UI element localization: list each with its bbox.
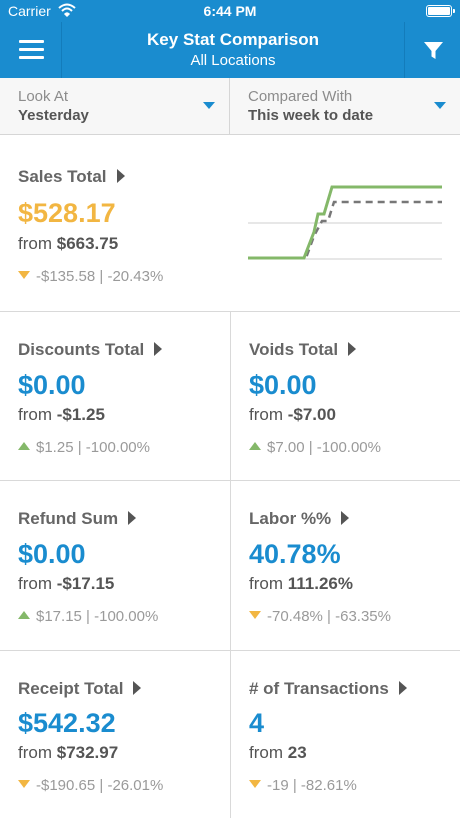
caret-right-icon: [154, 342, 163, 356]
carrier-label: Carrier: [8, 3, 51, 19]
down-arrow-icon: [18, 780, 30, 788]
sparkline-compare-line: [248, 200, 442, 260]
stat-title-text: Discounts Total: [18, 340, 145, 359]
from-label: from: [18, 234, 52, 253]
hamburger-icon-line: [19, 40, 44, 43]
stat-change: -70.48% | -63.35%: [249, 608, 391, 625]
stat-change: $1.25 | -100.00%: [18, 439, 150, 456]
caret-right-icon: [348, 342, 357, 356]
status-time: 6:44 PM: [203, 3, 257, 19]
caret-right-icon: [341, 511, 350, 525]
down-arrow-icon: [249, 611, 261, 619]
change-text: $1.25 | -100.00%: [36, 439, 150, 456]
stat-from: from 111.26%: [249, 574, 353, 594]
divider: [230, 311, 231, 818]
battery-icon: [426, 5, 455, 17]
from-label: from: [18, 405, 52, 424]
from-value: -$7.00: [287, 405, 336, 424]
stat-value: $0.00: [249, 370, 317, 400]
from-label: from: [249, 574, 283, 593]
stat-value: 40.78%: [249, 539, 341, 569]
nav-title-block: Key Stat Comparison All Locations: [62, 29, 404, 71]
caret-right-icon: [128, 511, 137, 525]
up-arrow-icon: [18, 442, 30, 450]
funnel-icon: [424, 42, 443, 59]
from-value: -$1.25: [56, 405, 105, 424]
menu-button[interactable]: [0, 22, 62, 78]
from-value: 23: [287, 743, 307, 762]
stat-from: from 23: [249, 743, 307, 763]
from-label: from: [18, 743, 52, 762]
stat-from: from -$7.00: [249, 405, 336, 425]
caret-right-icon: [133, 681, 142, 695]
page-subtitle: All Locations: [190, 52, 276, 69]
up-arrow-icon: [18, 611, 30, 619]
stat-title-text: Labor %%: [249, 509, 332, 528]
stat-from: from $663.75: [18, 234, 118, 254]
stat-value: $542.32: [18, 708, 116, 738]
stat-from: from -$17.15: [18, 574, 114, 594]
stat-title: Refund Sum: [18, 509, 137, 529]
stat-change: -$135.58 | -20.43%: [18, 268, 163, 285]
nav-bar: Key Stat Comparison All Locations: [0, 22, 460, 78]
change-text: -$135.58 | -20.43%: [36, 268, 164, 285]
stat-from: from $732.97: [18, 743, 118, 763]
compared-with-dropdown[interactable]: Compared With This week to date: [230, 78, 460, 134]
wifi-icon: [58, 2, 76, 21]
stat-value: $0.00: [18, 539, 86, 569]
stat-value: $528.17: [18, 198, 116, 228]
stat-title: Voids Total: [249, 340, 357, 360]
chevron-down-icon: [434, 102, 446, 109]
from-label: from: [249, 743, 283, 762]
stat-title: Receipt Total: [18, 679, 142, 699]
from-label: from: [18, 574, 52, 593]
down-arrow-icon: [249, 780, 261, 788]
look-at-label: Look At: [18, 88, 69, 105]
from-value: $663.75: [56, 234, 119, 253]
filter-button[interactable]: [404, 22, 460, 78]
sales-sparkline: [248, 185, 442, 260]
from-value: 111.26%: [287, 574, 353, 593]
stat-value: 4: [249, 708, 265, 738]
stat-change: $7.00 | -100.00%: [249, 439, 381, 456]
page-title: Key Stat Comparison: [147, 30, 319, 49]
stat-title: Discounts Total: [18, 340, 163, 360]
from-value: $732.97: [56, 743, 119, 762]
caret-right-icon: [398, 681, 407, 695]
stat-change: -$190.65 | -26.01%: [18, 777, 163, 794]
stat-change: -19 | -82.61%: [249, 777, 357, 794]
sparkline-current-line: [248, 185, 442, 260]
down-arrow-icon: [18, 271, 30, 279]
stat-from: from -$1.25: [18, 405, 105, 425]
from-value: -$17.15: [56, 574, 115, 593]
from-label: from: [249, 405, 283, 424]
stat-change: $17.15 | -100.00%: [18, 608, 158, 625]
look-at-value: Yesterday: [18, 107, 89, 124]
change-text: $17.15 | -100.00%: [36, 608, 159, 625]
selector-bar: Look At Yesterday Compared With This wee…: [0, 78, 460, 135]
stat-title-text: Refund Sum: [18, 509, 119, 528]
chevron-down-icon: [203, 102, 215, 109]
status-bar: Carrier 6:44 PM: [0, 0, 460, 22]
stat-title: # of Transactions: [249, 679, 407, 699]
look-at-dropdown[interactable]: Look At Yesterday: [0, 78, 230, 134]
hamburger-icon-line: [19, 48, 44, 51]
hamburger-icon-line: [19, 56, 44, 59]
caret-right-icon: [116, 169, 125, 183]
stat-title-text: # of Transactions: [249, 679, 389, 698]
change-text: -70.48% | -63.35%: [267, 608, 391, 625]
stat-title-text: Voids Total: [249, 340, 339, 359]
compared-with-label: Compared With: [248, 88, 353, 105]
stat-title: Labor %%: [249, 509, 350, 529]
stat-title-text: Receipt Total: [18, 679, 124, 698]
change-text: $7.00 | -100.00%: [267, 439, 381, 456]
stat-value: $0.00: [18, 370, 86, 400]
up-arrow-icon: [249, 442, 261, 450]
compared-with-value: This week to date: [248, 107, 374, 124]
stat-title: Sales Total: [18, 167, 125, 187]
stat-title-text: Sales Total: [18, 167, 107, 186]
change-text: -19 | -82.61%: [267, 777, 357, 794]
change-text: -$190.65 | -26.01%: [36, 777, 164, 794]
